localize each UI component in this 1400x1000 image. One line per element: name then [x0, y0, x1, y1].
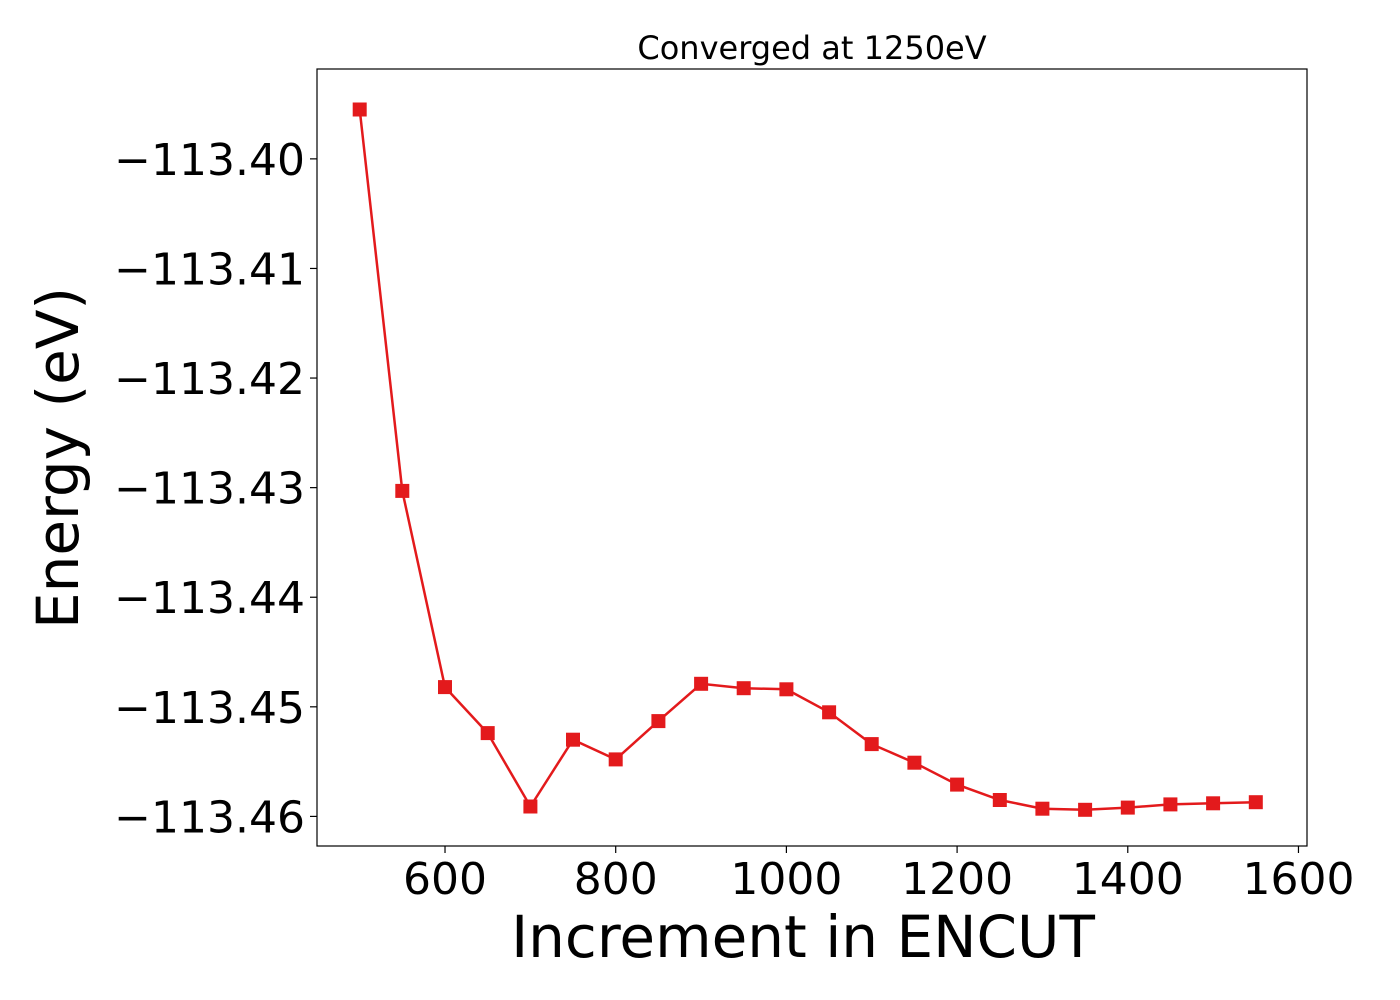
data-point-marker: [480, 726, 495, 741]
data-point-marker: [608, 752, 623, 767]
x-tick-label: 1000: [730, 854, 842, 905]
data-point-marker: [736, 681, 751, 696]
data-point-marker: [992, 793, 1007, 807]
data-point-marker: [352, 102, 367, 117]
y-tick-label: −113.43: [114, 464, 305, 515]
y-tick-label: −113.41: [114, 244, 305, 295]
data-point-marker: [1078, 802, 1093, 817]
y-tick-label: −113.45: [114, 683, 305, 734]
data-point-marker: [395, 483, 410, 498]
x-tick-label: 1200: [901, 854, 1013, 905]
series-layer: [352, 102, 1263, 817]
data-point-marker: [1206, 796, 1221, 811]
x-tick-label: 600: [403, 854, 487, 905]
y-tick-label: −113.42: [114, 354, 305, 405]
data-point-marker: [907, 755, 922, 770]
y-tick-label: −113.46: [114, 792, 305, 843]
x-axis-ticks: 600 800 1000 1200 1400 1600: [403, 846, 1354, 905]
data-point-marker: [566, 732, 580, 747]
x-tick-label: 1600: [1242, 854, 1354, 905]
y-axis-ticks: −113.40 −113.41 −113.42 −113.43 −113.44 −113.…: [114, 135, 317, 843]
data-point-marker: [779, 682, 794, 697]
x-tick-label: 800: [574, 854, 658, 905]
data-point-marker: [438, 680, 452, 695]
data-point-marker: [1035, 801, 1050, 816]
y-tick-label: −113.40: [114, 135, 305, 186]
series-line: [358, 109, 1256, 812]
data-point-marker: [523, 799, 538, 814]
y-axis-title: Energy (eV): [24, 287, 92, 629]
x-tick-label: 1400: [1072, 854, 1184, 905]
chart-title: Converged at 1250eV: [637, 29, 986, 67]
data-point-marker: [1248, 795, 1263, 810]
data-point-marker: [694, 676, 709, 691]
data-point-marker: [822, 705, 837, 720]
data-point-marker: [1120, 800, 1135, 815]
y-tick-label: −113.44: [114, 573, 305, 624]
x-axis-title: Increment in ENCUT: [511, 903, 1095, 971]
data-point-marker: [864, 737, 879, 752]
data-point-marker: [950, 777, 965, 792]
data-point-marker: [1163, 797, 1178, 812]
plot-area: [316, 68, 1308, 847]
data-point-marker: [651, 714, 666, 729]
